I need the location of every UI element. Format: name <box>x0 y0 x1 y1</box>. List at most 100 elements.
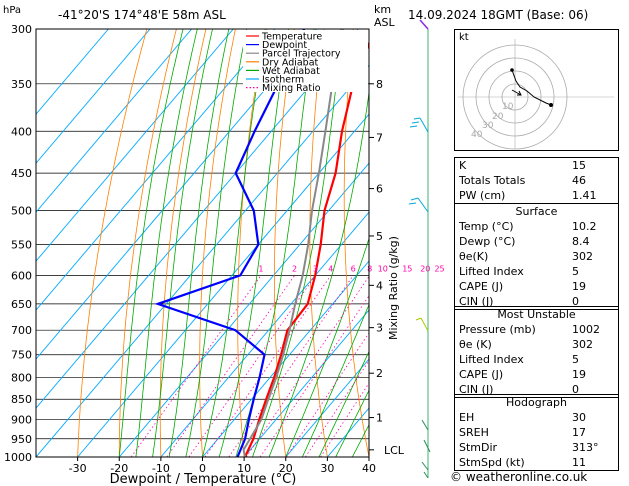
y-tick-label: 900 <box>11 414 32 427</box>
y-tick-label: 850 <box>11 393 32 406</box>
wind-barb-300 <box>419 19 429 30</box>
surface-title: Surface <box>454 203 619 219</box>
y-tick-label: 500 <box>11 205 32 218</box>
y-tick-label: 350 <box>11 78 32 91</box>
y-tick-label: 950 <box>11 433 32 446</box>
km-label: km <box>374 3 391 16</box>
wind-barb-900 <box>421 419 431 479</box>
mixing-ratio-line <box>245 275 369 457</box>
indices-most-unstable-table: Most Unstable Pressure (mb) 1002 θe (K) 30… <box>454 306 619 398</box>
y-tick-label: 550 <box>11 238 32 251</box>
x-tick-label: 10 <box>237 462 251 475</box>
mixing-ratio-label: 15 <box>402 264 412 273</box>
mixing-ratio-label: 2 <box>292 264 297 273</box>
hodograph-unit: kt <box>459 32 469 43</box>
wet-adiabat <box>318 350 369 457</box>
index-row-pw: PW (cm) 1.41 <box>454 188 619 204</box>
isotherm <box>243 309 369 457</box>
hodograph-row: SREH 17 <box>454 425 619 440</box>
mixing-ratio-label: 4 <box>328 264 333 273</box>
mixing-ratio-axis-label: Mixing Ratio (g/kg) <box>387 236 400 340</box>
wet-adiabat <box>302 303 369 457</box>
wet-adiabat <box>185 29 247 457</box>
isotherm <box>202 260 369 457</box>
y-tick-label: 700 <box>11 324 32 337</box>
km-tick-label: 8 <box>376 78 383 91</box>
mixing-ratio-label: 10 <box>378 264 388 273</box>
wind-barb-400 <box>409 117 429 133</box>
wet-adiabat <box>168 29 230 457</box>
x-axis-label: Dewpoint / Temperature (°C) <box>110 472 297 486</box>
wet-adiabat <box>152 29 213 457</box>
y-tick-label: 1000 <box>4 451 32 464</box>
km-tick-label: 2 <box>376 367 383 380</box>
km-tick-label: LCL <box>384 444 405 457</box>
hodograph-ring-40: 40 <box>471 130 483 140</box>
y-tick-label: 450 <box>11 167 32 180</box>
km-tick-label: 7 <box>376 131 383 144</box>
series-parcel-trajectory <box>242 29 343 457</box>
mixing-ratio-label: 1 <box>258 264 263 273</box>
y-tick-label: 400 <box>11 125 32 138</box>
mixing-ratio-line <box>130 275 262 457</box>
dry-adiabat <box>410 29 453 457</box>
dry-adiabat <box>619 29 629 457</box>
legend-entry: Wet Adiabat <box>262 66 320 77</box>
index-row-totals: Totals Totals 46 <box>454 173 619 188</box>
km-tick-label: 1 <box>376 412 383 425</box>
wet-adiabat <box>118 29 184 457</box>
mixing-ratio-line <box>320 382 369 457</box>
copyright: © weatheronline.co.uk <box>450 470 588 484</box>
km-tick-label: 6 <box>376 183 383 196</box>
indices-surface-table: Surface Temp (°C) 10.2 Dewp (°C) 8.4 θe(K)… <box>454 203 619 310</box>
surface-row: Temp (°C) 10.2 <box>454 219 619 234</box>
most-unstable-row: Pressure (mb) 1002 <box>454 322 619 337</box>
mixing-ratio-label: 25 <box>434 264 444 273</box>
mixing-ratio-label: 6 <box>351 264 356 273</box>
hodograph-ring-20: 20 <box>492 112 504 122</box>
wet-adiabat <box>135 29 198 457</box>
surface-row: Dewp (°C) 8.4 <box>454 234 619 249</box>
index-row-k: K 15 <box>454 157 619 173</box>
isotherm <box>36 29 193 213</box>
km-tick-label: 4 <box>376 279 383 292</box>
hodograph-ring-30: 30 <box>482 121 494 131</box>
dry-adiabat <box>343 29 369 457</box>
mixing-ratio-line <box>305 359 369 457</box>
x-tick-label: 40 <box>362 462 376 475</box>
y-tick-label: 300 <box>11 23 32 36</box>
wind-barb-700 <box>415 317 429 332</box>
datetime-title: 14.09.2024 18GMT (Base: 06) <box>408 8 588 22</box>
surface-row: CAPE (J) 19 <box>454 279 619 294</box>
most-unstable-row: θe (K) 302 <box>454 337 619 352</box>
mixing-ratio-line <box>204 275 332 457</box>
isotherm <box>36 29 151 164</box>
isotherm <box>36 64 369 457</box>
legend-entry: Isotherm <box>262 75 304 86</box>
wet-adiabat <box>335 389 369 457</box>
dry-adiabat <box>159 29 207 457</box>
mixing-ratio-line <box>166 275 295 457</box>
y-tick-label: 750 <box>11 349 32 362</box>
isotherm <box>36 29 109 115</box>
location-title: -41°20'S 174°48'E 58m ASL <box>58 8 226 22</box>
legend-bg <box>243 30 368 92</box>
wind-barb-500 <box>408 197 429 213</box>
most-unstable-row: CAPE (J) 19 <box>454 367 619 382</box>
dry-adiabat <box>199 29 236 457</box>
mixing-ratio-line <box>285 332 369 457</box>
hodograph-row: StmSpd (kt) 11 <box>454 455 619 471</box>
legend-entry: Dry Adiabat <box>262 57 319 68</box>
isotherm <box>285 358 369 457</box>
mixing-ratio-line <box>259 295 369 457</box>
hodograph-row: EH 30 <box>454 410 619 425</box>
x-tick-label: 30 <box>320 462 334 475</box>
surface-row: CIN (J) 0 <box>454 294 619 310</box>
dry-adiabat <box>274 29 295 457</box>
series-temperature <box>244 40 369 457</box>
surface-row: θe(K) 302 <box>454 249 619 264</box>
storm-motion-arrow <box>511 89 522 96</box>
x-tick-label: 20 <box>279 462 293 475</box>
wet-adiabat <box>218 29 289 457</box>
km-tick-label: 5 <box>376 230 383 243</box>
